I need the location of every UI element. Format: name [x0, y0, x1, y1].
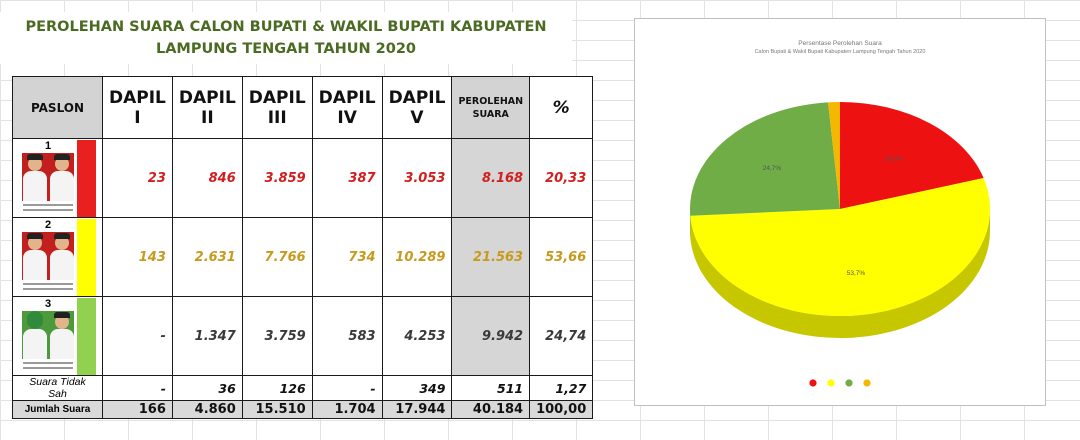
- cell-dapil-5: 4.253: [381, 296, 453, 376]
- pie-slice-2: [690, 178, 990, 316]
- cell-dapil-5: 10.289: [381, 217, 453, 297]
- cell-dapil-5: 349: [381, 375, 453, 401]
- cell-total: 511: [451, 375, 531, 401]
- row-label: Suara Tidak Sah: [12, 375, 103, 401]
- legend-marker-1: [809, 379, 817, 387]
- table-row: 3 - 1.347 3.759 583 4.253 9.942 24,74: [12, 296, 594, 376]
- cell-dapil-3: 126: [241, 375, 313, 401]
- cell-dapil-4: -: [311, 375, 383, 401]
- cell-dapil-2: 2.631: [171, 217, 243, 297]
- cell-dapil-3: 7.766: [241, 217, 313, 297]
- pie-data-label-2: 53,7%: [847, 270, 866, 277]
- table-title: PEROLEHAN SUARA CALON BUPATI & WAKIL BUP…: [0, 12, 572, 64]
- cell-dapil-3: 3.859: [241, 138, 313, 218]
- cell-dapil-5: 17.944: [381, 400, 453, 419]
- cell-dapil-2: 4.860: [171, 400, 243, 419]
- pie-slice-side-2: [690, 209, 990, 339]
- header-dapil-3: DAPIL III: [241, 76, 313, 139]
- cell-total: 8.168: [451, 138, 531, 218]
- cell-dapil-4: 583: [311, 296, 383, 376]
- cell-dapil-2: 1.347: [171, 296, 243, 376]
- cell-dapil-4: 734: [311, 217, 383, 297]
- vote-recap-table: PASLON DAPIL I DAPIL II DAPIL III DAPIL IV D…: [12, 76, 594, 419]
- cell-dapil-4: 1.704: [311, 400, 383, 419]
- cell-dapil-1: -: [102, 296, 173, 376]
- pie-slice-1: [840, 102, 984, 209]
- header-percent: %: [529, 76, 594, 139]
- pie-chart: Persentase Perolehan Suara Calon Bupati …: [690, 40, 990, 387]
- candidate-color-swatch: [77, 218, 96, 296]
- row-label: Jumlah Suara: [12, 400, 103, 419]
- header-dapil-1: DAPIL I: [102, 76, 173, 139]
- title-line-1: PEROLEHAN SUARA CALON BUPATI & WAKIL BUP…: [25, 19, 547, 35]
- chart-title: Persentase Perolehan Suara: [798, 40, 882, 47]
- table-row: 2 143 2.631 7.766 734 10.289 21.563 53,6…: [12, 217, 594, 297]
- header-dapil-2: DAPIL II: [171, 76, 243, 139]
- cell-dapil-3: 3.759: [241, 296, 313, 376]
- cell-percent: 20,33: [529, 138, 594, 218]
- cell-dapil-5: 3.053: [381, 138, 453, 218]
- candidate-photo-1: 1: [12, 138, 103, 218]
- candidate-color-swatch: [77, 139, 96, 217]
- cell-percent: 24,74: [529, 296, 594, 376]
- pie-data-label-1: 20,3%: [884, 155, 903, 162]
- pie-slice-3: [690, 102, 840, 216]
- chart-subtitle: Calon Bupati & Wakil Bupati Kabupaten La…: [755, 49, 926, 55]
- cell-dapil-1: 23: [102, 138, 173, 218]
- cell-dapil-2: 36: [171, 375, 243, 401]
- cell-total: 21.563: [451, 217, 531, 297]
- cell-total: 40.184: [451, 400, 531, 419]
- legend-marker-3: [845, 379, 853, 387]
- cell-percent: 100,00: [529, 400, 594, 419]
- legend-marker-2: [827, 379, 835, 387]
- cell-percent: 1,27: [529, 375, 594, 401]
- pie-chart-panel: Persentase Perolehan Suara Calon Bupati …: [634, 18, 1046, 406]
- candidate-number: 1: [44, 139, 52, 152]
- candidate-photo-3: 3: [12, 296, 103, 376]
- cell-dapil-4: 387: [311, 138, 383, 218]
- pie-data-label-3: 24,7%: [763, 165, 782, 172]
- header-dapil-5: DAPIL V: [381, 76, 453, 139]
- cell-total: 9.942: [451, 296, 531, 376]
- cell-dapil-2: 846: [171, 138, 243, 218]
- cell-dapil-1: 143: [102, 217, 173, 297]
- candidate-number: 2: [44, 218, 52, 231]
- legend-marker-4: [863, 379, 871, 387]
- candidate-color-swatch: [77, 297, 96, 375]
- title-line-2: LAMPUNG TENGAH TAHUN 2020: [155, 41, 417, 57]
- header-dapil-4: DAPIL IV: [311, 76, 383, 139]
- candidate-photo-2: 2: [12, 217, 103, 297]
- pie-slice-4: [828, 102, 840, 209]
- cell-dapil-3: 15.510: [241, 400, 313, 419]
- candidate-number: 3: [44, 297, 52, 310]
- cell-dapil-1: -: [102, 375, 173, 401]
- cell-dapil-1: 166: [102, 400, 173, 419]
- cell-percent: 53,66: [529, 217, 594, 297]
- header-paslon: PASLON: [12, 76, 103, 139]
- header-perolehan-suara: PEROLEHAN SUARA: [451, 76, 531, 139]
- table-row-jumlah-suara: Jumlah Suara 166 4.860 15.510 1.704 17.9…: [12, 400, 594, 419]
- table-row-suara-tidak-sah: Suara Tidak Sah - 36 126 - 349 511 1,27: [12, 375, 594, 401]
- table-row: 1 23 846 3.859 387 3.053 8.168 20,33: [12, 138, 594, 218]
